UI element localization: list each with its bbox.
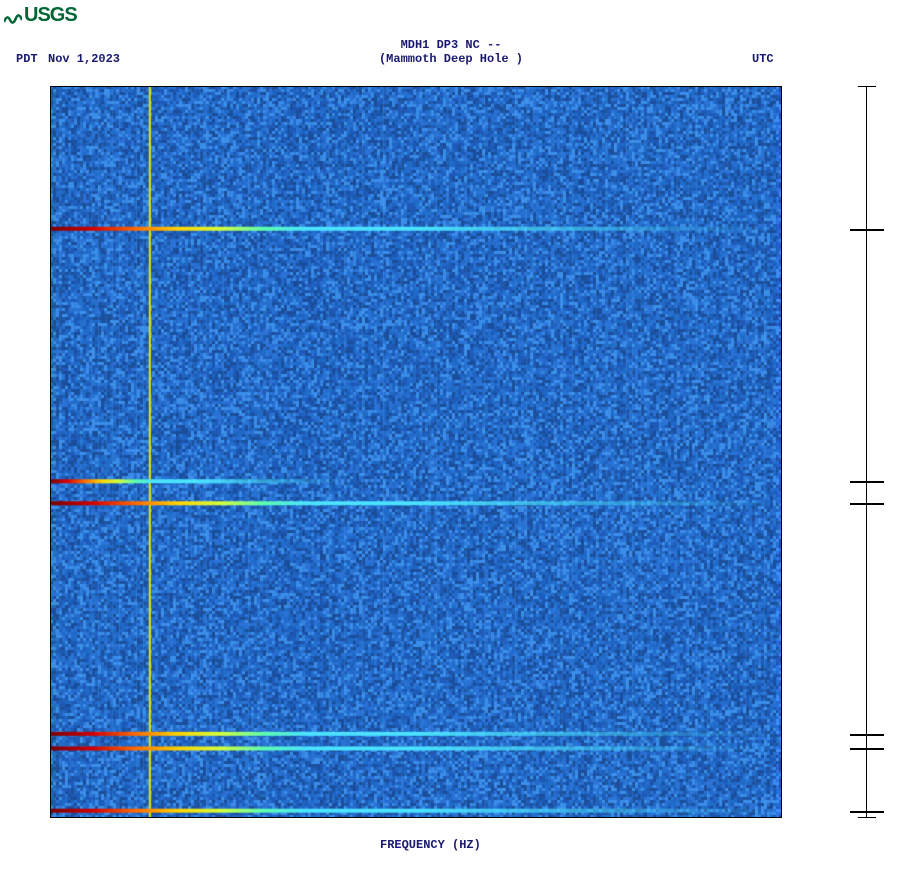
strip-event-tick [850, 748, 884, 750]
strip-event-tick [850, 734, 884, 736]
x-axis-label: FREQUENCY (HZ) [380, 838, 481, 852]
event-strip [850, 86, 884, 818]
spectrogram-canvas [50, 86, 782, 818]
spectrogram-plot: 12:0019:0012:1019:1012:2019:2012:3019:30… [50, 86, 782, 818]
strip-event-tick [850, 229, 884, 231]
tz-right-label: UTC [752, 52, 774, 66]
strip-axis-line [866, 86, 867, 818]
strip-event-tick [850, 811, 884, 813]
strip-event-tick [850, 503, 884, 505]
usgs-wave-icon [4, 9, 22, 23]
logo-text: USGS [24, 4, 77, 26]
station-title-1: MDH1 DP3 NC -- [0, 38, 902, 52]
usgs-logo: USGS [4, 4, 77, 27]
strip-event-tick [850, 481, 884, 483]
